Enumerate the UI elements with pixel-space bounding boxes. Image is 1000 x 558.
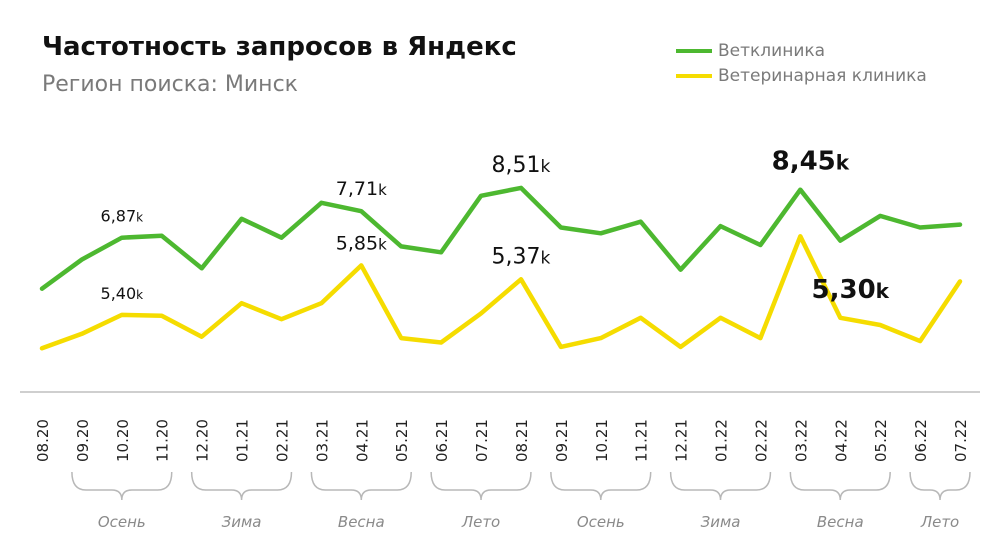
season-label-7: Лето: [920, 513, 959, 531]
season-label-1: Зима: [222, 513, 262, 531]
x-tick-label: 02.22: [752, 419, 770, 462]
chart-title: Частотность запросов в Яндекс: [42, 32, 517, 62]
legend-swatch-veterinary-clinic: [676, 73, 712, 78]
x-tick-label: 07.21: [473, 419, 491, 462]
data-label-s1-1: 5,85k: [336, 232, 387, 254]
season-label-3: Лето: [461, 513, 500, 531]
data-label-s0-0: 6,87k: [101, 207, 144, 226]
x-tick-label: 10.21: [593, 419, 611, 462]
data-label-number: 8,51: [492, 153, 541, 178]
season-brace-4: [550, 471, 652, 501]
season-brace-0: [71, 471, 173, 501]
data-label-suffix: k: [541, 157, 551, 177]
season-label-0: Осень: [98, 513, 146, 531]
data-label-s1-2: 5,37k: [492, 244, 551, 269]
season-label-5: Зима: [701, 513, 741, 531]
legend-label-veterinary-clinic: Ветеринарная клиника: [718, 65, 927, 86]
series-line-1: [39, 234, 963, 351]
legend-label-vetclinic: Ветклиника: [718, 40, 826, 61]
data-label-suffix: k: [836, 151, 850, 175]
x-tick-label: 01.21: [234, 419, 252, 462]
data-label-suffix: k: [378, 181, 387, 199]
data-label-suffix: k: [876, 279, 890, 303]
x-tick-label: 05.22: [872, 419, 890, 462]
x-tick-label: 12.21: [673, 419, 691, 462]
data-label-number: 5,40: [101, 284, 137, 303]
data-label-suffix: k: [541, 248, 551, 268]
data-label-number: 5,30: [812, 275, 876, 305]
season-label-6: Весна: [817, 513, 864, 531]
x-tick-label: 12.20: [194, 419, 212, 462]
x-tick-label: 08.21: [513, 419, 531, 462]
data-label-s1-0: 5,40k: [101, 284, 144, 303]
data-label-suffix: k: [378, 235, 387, 253]
x-tick-label: 04.21: [353, 419, 371, 462]
data-label-s0-1: 7,71k: [336, 178, 387, 200]
x-tick-label: 05.21: [393, 419, 411, 462]
data-label-number: 7,71: [336, 178, 378, 200]
x-tick-label: 07.22: [952, 419, 970, 462]
x-tick-label: 04.22: [832, 419, 850, 462]
season-label-2: Весна: [338, 513, 385, 531]
data-label-suffix: k: [136, 211, 143, 225]
x-tick-label: 01.22: [713, 419, 731, 462]
x-tick-label: 11.20: [154, 419, 172, 462]
data-label-s0-3: 8,45k: [772, 147, 850, 177]
season-brace-2: [310, 471, 412, 501]
chart-subtitle: Регион поиска: Минск: [42, 72, 298, 97]
season-brace-5: [669, 471, 772, 501]
data-label-suffix: k: [136, 288, 143, 302]
data-label-number: 5,85: [336, 232, 378, 254]
legend-swatch-vetclinic: [676, 48, 712, 53]
x-tick-label: 06.21: [433, 419, 451, 462]
data-label-s0-2: 8,51k: [492, 153, 551, 178]
x-tick-label: 06.22: [912, 419, 930, 462]
season-brace-3: [430, 471, 532, 501]
legend: Ветклиника Ветеринарная клиника: [676, 38, 927, 88]
data-label-number: 6,87: [101, 207, 137, 226]
x-tick-label: 03.21: [313, 419, 331, 462]
x-tick-label: 09.21: [553, 419, 571, 462]
x-tick-label: 02.21: [274, 419, 292, 462]
data-label-number: 5,37: [492, 244, 541, 269]
x-tick-label: 09.20: [74, 419, 92, 462]
season-brace-6: [789, 471, 891, 501]
series-line-0: [39, 185, 963, 291]
x-tick-label: 11.21: [633, 419, 651, 462]
season-brace-7: [909, 471, 971, 501]
season-brace-1: [190, 471, 293, 501]
legend-item-vetclinic: Ветклиника: [676, 38, 927, 63]
x-tick-label: 03.22: [792, 419, 810, 462]
x-tick-label: 10.20: [114, 419, 132, 462]
season-label-4: Осень: [577, 513, 625, 531]
x-tick-label: 08.20: [34, 419, 52, 462]
legend-item-veterinary-clinic: Ветеринарная клиника: [676, 63, 927, 88]
data-label-number: 8,45: [772, 147, 836, 177]
data-label-s1-3: 5,30k: [812, 275, 890, 305]
